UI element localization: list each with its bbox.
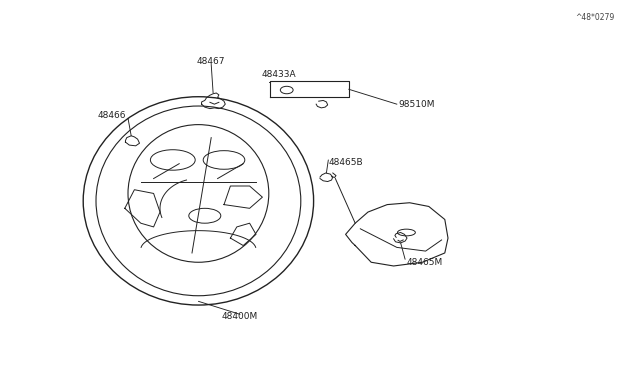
Text: 48465B: 48465B xyxy=(328,158,363,167)
Text: ^48*0279: ^48*0279 xyxy=(575,13,615,22)
Text: 48400M: 48400M xyxy=(222,312,258,321)
Text: 48467: 48467 xyxy=(197,57,225,66)
Text: 48465M: 48465M xyxy=(406,258,443,267)
Text: 48433A: 48433A xyxy=(261,70,296,79)
Text: 98510M: 98510M xyxy=(398,100,435,109)
Text: 48466: 48466 xyxy=(98,111,126,120)
